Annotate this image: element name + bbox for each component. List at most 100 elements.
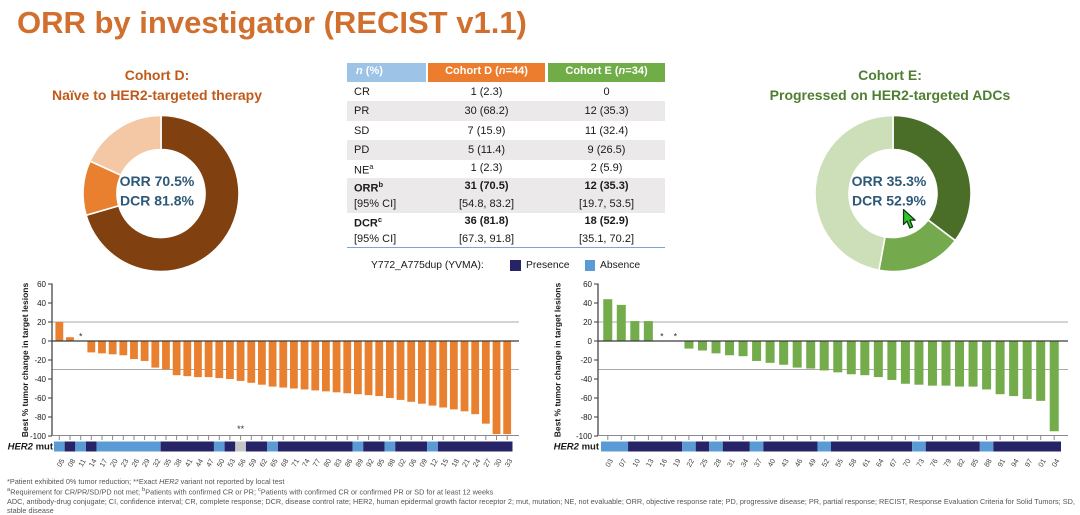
svg-text:60: 60 xyxy=(37,280,46,289)
svg-text:34: 34 xyxy=(739,457,751,468)
svg-text:DCR 52.9%: DCR 52.9% xyxy=(852,192,926,208)
svg-text:20: 20 xyxy=(37,318,46,327)
svg-text:*: * xyxy=(660,332,664,342)
svg-text:94: 94 xyxy=(1009,457,1021,468)
svg-text:32: 32 xyxy=(151,457,163,468)
svg-text:23: 23 xyxy=(119,457,131,468)
svg-text:0: 0 xyxy=(588,337,593,346)
svg-text:46: 46 xyxy=(793,457,805,468)
svg-text:0: 0 xyxy=(42,337,47,346)
svg-text:28: 28 xyxy=(711,457,723,468)
svg-text:14: 14 xyxy=(87,457,99,468)
svg-text:67: 67 xyxy=(887,457,899,468)
svg-text:21: 21 xyxy=(460,457,472,468)
svg-text:74: 74 xyxy=(300,457,312,468)
svg-text:29: 29 xyxy=(140,457,152,468)
svg-text:20: 20 xyxy=(108,457,120,468)
svg-text:95: 95 xyxy=(375,457,387,468)
svg-text:55: 55 xyxy=(833,457,845,468)
svg-text:03: 03 xyxy=(603,457,615,468)
svg-text:61: 61 xyxy=(860,457,872,468)
svg-text:83: 83 xyxy=(332,457,344,468)
svg-text:ORR 35.3%: ORR 35.3% xyxy=(852,173,927,189)
svg-text:98: 98 xyxy=(385,457,397,468)
svg-text:40: 40 xyxy=(766,457,778,468)
svg-text:40: 40 xyxy=(583,299,592,308)
svg-text:*: * xyxy=(79,332,83,342)
svg-text:40: 40 xyxy=(37,299,46,308)
svg-text:17: 17 xyxy=(97,457,109,468)
svg-text:13: 13 xyxy=(644,457,656,468)
svg-text:-20: -20 xyxy=(580,356,592,365)
svg-text:-100: -100 xyxy=(576,432,593,441)
svg-text:56: 56 xyxy=(236,457,248,468)
svg-text:33: 33 xyxy=(503,457,515,468)
svg-text:02: 02 xyxy=(396,457,408,468)
svg-text:-60: -60 xyxy=(34,394,46,403)
svg-text:Best % tumor change in target: Best % tumor change in target lesions xyxy=(553,283,563,438)
svg-text:ORR 70.5%: ORR 70.5% xyxy=(120,173,195,189)
svg-text:-100: -100 xyxy=(30,432,47,441)
svg-text:01: 01 xyxy=(1036,457,1048,468)
svg-text:30: 30 xyxy=(492,457,504,468)
svg-text:18: 18 xyxy=(449,457,461,468)
svg-text:85: 85 xyxy=(969,457,981,468)
svg-text:-80: -80 xyxy=(580,413,592,422)
svg-text:HER2 mut: HER2 mut xyxy=(8,442,54,453)
svg-text:26: 26 xyxy=(129,457,141,468)
svg-text:73: 73 xyxy=(914,457,926,468)
svg-text:38: 38 xyxy=(172,457,184,468)
svg-text:11: 11 xyxy=(76,457,88,468)
svg-text:DCR 81.8%: DCR 81.8% xyxy=(120,192,194,208)
svg-text:37: 37 xyxy=(752,457,764,468)
svg-text:41: 41 xyxy=(183,457,195,468)
svg-text:92: 92 xyxy=(364,457,376,468)
svg-text:91: 91 xyxy=(996,457,1008,468)
svg-text:65: 65 xyxy=(268,457,280,468)
svg-text:25: 25 xyxy=(698,457,710,468)
svg-text:16: 16 xyxy=(657,457,669,468)
svg-text:09: 09 xyxy=(417,457,429,468)
svg-text:**: ** xyxy=(237,424,245,434)
svg-text:76: 76 xyxy=(928,457,940,468)
svg-text:-40: -40 xyxy=(34,375,46,384)
svg-text:53: 53 xyxy=(225,457,237,468)
svg-text:06: 06 xyxy=(407,457,419,468)
svg-text:31: 31 xyxy=(725,457,737,468)
svg-text:86: 86 xyxy=(343,457,355,468)
svg-text:HER2 mut: HER2 mut xyxy=(554,442,600,453)
svg-text:07: 07 xyxy=(617,457,629,468)
svg-text:*: * xyxy=(674,332,678,342)
svg-text:44: 44 xyxy=(193,457,205,468)
svg-text:-20: -20 xyxy=(34,356,46,365)
svg-text:47: 47 xyxy=(204,457,216,468)
svg-text:80: 80 xyxy=(321,457,333,468)
svg-text:52: 52 xyxy=(820,457,832,468)
svg-text:-80: -80 xyxy=(34,413,46,422)
svg-text:59: 59 xyxy=(247,457,259,468)
svg-text:71: 71 xyxy=(289,457,301,468)
svg-text:05: 05 xyxy=(55,457,67,468)
svg-text:97: 97 xyxy=(1023,457,1035,468)
svg-text:77: 77 xyxy=(311,457,323,468)
svg-text:19: 19 xyxy=(671,457,683,468)
svg-text:89: 89 xyxy=(353,457,365,468)
svg-text:49: 49 xyxy=(806,457,818,468)
svg-text:68: 68 xyxy=(279,457,291,468)
svg-text:20: 20 xyxy=(583,318,592,327)
svg-text:04: 04 xyxy=(1050,457,1062,468)
svg-text:70: 70 xyxy=(901,457,913,468)
svg-text:22: 22 xyxy=(684,457,696,468)
svg-text:-60: -60 xyxy=(580,394,592,403)
svg-text:08: 08 xyxy=(65,457,77,468)
svg-text:35: 35 xyxy=(161,457,173,468)
svg-text:43: 43 xyxy=(779,457,791,468)
svg-text:62: 62 xyxy=(257,457,269,468)
svg-text:58: 58 xyxy=(847,457,859,468)
svg-text:-40: -40 xyxy=(580,375,592,384)
svg-text:88: 88 xyxy=(982,457,994,468)
svg-text:79: 79 xyxy=(941,457,953,468)
svg-text:Best % tumor change in target: Best % tumor change in target lesions xyxy=(20,283,30,438)
svg-text:60: 60 xyxy=(583,280,592,289)
svg-text:50: 50 xyxy=(215,457,227,468)
